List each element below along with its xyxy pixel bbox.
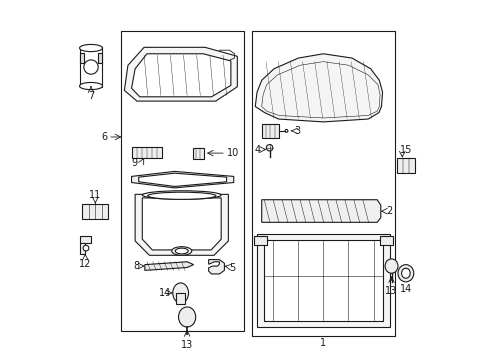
Text: 6: 6 [101,132,107,142]
Polygon shape [142,198,221,250]
Ellipse shape [172,283,188,303]
Bar [176,293,184,304]
Ellipse shape [397,265,413,282]
Bar [254,235,266,244]
Text: 5: 5 [229,263,235,273]
Polygon shape [131,171,233,188]
Polygon shape [98,53,102,63]
Polygon shape [144,262,193,270]
Polygon shape [131,54,230,97]
Bar [192,148,203,159]
Bar [131,147,162,158]
Text: 14: 14 [399,284,411,294]
Bar [263,240,383,320]
Bar [257,234,389,327]
Polygon shape [255,54,382,122]
Text: 8: 8 [133,261,139,271]
Ellipse shape [80,82,102,90]
Bar [261,124,278,138]
Text: 3: 3 [294,126,300,136]
Text: 4: 4 [254,144,260,154]
Polygon shape [124,47,237,101]
Text: 1: 1 [320,338,326,348]
Ellipse shape [83,245,89,251]
Bar [82,204,108,220]
Polygon shape [80,236,91,243]
Bar [121,31,244,330]
Bar [251,31,394,336]
Text: 2: 2 [386,206,391,216]
Ellipse shape [285,130,287,132]
Text: 7: 7 [88,91,94,101]
Ellipse shape [175,248,188,254]
Polygon shape [139,173,226,186]
Bar [396,158,414,173]
Text: 15: 15 [399,145,411,155]
Bar [379,235,392,244]
Polygon shape [261,200,380,222]
Ellipse shape [384,259,397,273]
Polygon shape [80,47,102,87]
Text: 10: 10 [226,148,238,158]
Text: 9: 9 [131,158,138,168]
Ellipse shape [178,307,195,327]
Ellipse shape [171,247,191,255]
Ellipse shape [80,44,102,51]
Polygon shape [80,53,83,63]
Text: 14: 14 [159,288,171,298]
Ellipse shape [142,191,221,199]
Polygon shape [135,194,228,255]
Text: 11: 11 [89,190,101,200]
Text: 13: 13 [181,339,193,350]
Polygon shape [261,62,379,118]
Text: 12: 12 [79,259,91,269]
Ellipse shape [401,268,409,278]
Ellipse shape [147,192,215,199]
Ellipse shape [266,144,272,151]
Polygon shape [208,260,224,274]
Polygon shape [80,243,85,253]
Ellipse shape [83,60,98,74]
Text: 13: 13 [385,286,397,296]
